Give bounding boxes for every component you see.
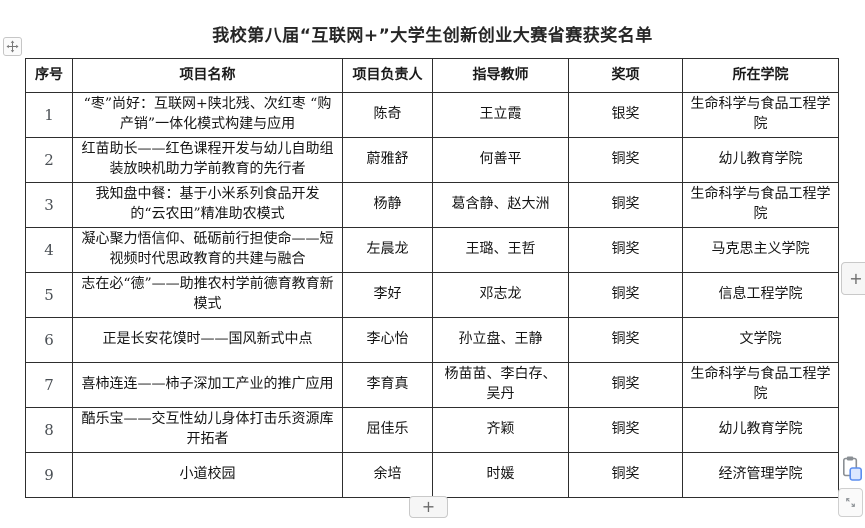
cell-project-name[interactable]: “枣”尚好：互联网+陕北残、次红枣 “购产销”一体化模式构建与应用 [72,92,343,138]
cell-teachers[interactable]: 王立霞 [432,92,569,138]
awards-table-body: 1 “枣”尚好：互联网+陕北残、次红枣 “购产销”一体化模式构建与应用 陈奇 王立霞银… [25,92,839,498]
cell-serial[interactable]: 4 [25,227,73,273]
cell-college[interactable]: 经济管理学院 [682,452,839,498]
cell-leader[interactable]: 陈奇 [342,92,433,138]
table-resize-handle[interactable] [838,488,863,517]
cell-teachers[interactable]: 邓志龙 [432,272,569,318]
table-move-handle[interactable] [3,37,22,56]
table-row: 7 喜柿连连——柿子深加工产业的推广应用 李育真 杨苗苗、李白存、吴丹 铜奖 生命科学与食… [25,362,839,408]
table-row: 8 酷乐宝——交互性幼儿身体打击乐资源库开拓者 屈佳乐 齐颖 铜奖 幼儿教育学院 [25,407,839,453]
cell-college[interactable]: 幼儿教育学院 [682,407,839,453]
table-row: 4 凝心聚力悟信仰、砥砺前行担使命——短视频时代思政教育的共建与融合 左晨龙 王璐、王… [25,227,839,273]
cell-project-name[interactable]: 小道校园 [72,452,343,498]
cell-leader[interactable]: 李好 [342,272,433,318]
cell-project-name[interactable]: 志在必“德”——助推农村学前德育教育新模式 [72,272,343,318]
add-column-button[interactable]: + [841,262,865,295]
cell-serial[interactable]: 5 [25,272,73,318]
header-leader[interactable]: 项目负责人 [342,58,433,93]
header-project-name[interactable]: 项目名称 [72,58,343,93]
cell-college[interactable]: 生命科学与食品工程学院 [682,182,839,228]
paste-options-button[interactable] [842,454,864,482]
cell-college[interactable]: 文学院 [682,317,839,363]
header-college[interactable]: 所在学院 [682,58,839,93]
add-row-button[interactable]: + [409,496,448,518]
cell-award[interactable]: 铜奖 [568,227,683,273]
cell-leader[interactable]: 屈佳乐 [342,407,433,453]
cell-leader[interactable]: 李育真 [342,362,433,408]
cell-serial[interactable]: 1 [25,92,73,138]
cell-serial[interactable]: 3 [25,182,73,228]
cell-college[interactable]: 马克思主义学院 [682,227,839,273]
cell-award[interactable]: 铜奖 [568,182,683,228]
cell-college[interactable]: 信息工程学院 [682,272,839,318]
cell-leader[interactable]: 杨静 [342,182,433,228]
cell-teachers[interactable]: 齐颖 [432,407,569,453]
cell-project-name[interactable]: 我知盘中餐：基于小米系列食品开发的“云农田”精准助农模式 [72,182,343,228]
cell-college[interactable]: 生命科学与食品工程学院 [682,362,839,408]
table-row: 2 红苗助长——红色课程开发与幼儿自助组装放映机助力学前教育的先行者 蔚雅舒 何善平铜… [25,137,839,183]
cell-teachers[interactable]: 杨苗苗、李白存、吴丹 [432,362,569,408]
cell-teachers[interactable]: 时媛 [432,452,569,498]
table-row: 9 小道校园 余培 时媛 铜奖 经济管理学院 [25,452,839,498]
cell-leader[interactable]: 蔚雅舒 [342,137,433,183]
cell-serial[interactable]: 6 [25,317,73,363]
add-column-label: + [849,268,863,288]
table-row: 1 “枣”尚好：互联网+陕北残、次红枣 “购产销”一体化模式构建与应用 陈奇 王立霞银… [25,92,839,138]
cell-project-name[interactable]: 凝心聚力悟信仰、砥砺前行担使命——短视频时代思政教育的共建与融合 [72,227,343,273]
cell-project-name[interactable]: 正是长安花馍时——国风新式中点 [72,317,343,363]
header-row: 序号 项目名称 项目负责人 指导教师 奖项 所在学院 [25,58,839,93]
cell-serial[interactable]: 8 [25,407,73,453]
cell-college[interactable]: 幼儿教育学院 [682,137,839,183]
table-row: 6 正是长安花馍时——国风新式中点 李心怡 孙立盘、王静 铜奖 文学院 [25,317,839,363]
cell-award[interactable]: 铜奖 [568,137,683,183]
paste-options-icon [842,455,864,482]
add-row-label: + [421,497,436,516]
cell-serial[interactable]: 7 [25,362,73,408]
cell-award[interactable]: 铜奖 [568,317,683,363]
table-row: 5 志在必“德”——助推农村学前德育教育新模式 李好 邓志龙 铜奖 信息工程学院 [25,272,839,318]
cell-award[interactable]: 铜奖 [568,272,683,318]
cell-leader[interactable]: 李心怡 [342,317,433,363]
resize-handle-icon [844,496,857,509]
cell-award[interactable]: 银奖 [568,92,683,138]
cell-leader[interactable]: 余培 [342,452,433,498]
cell-serial[interactable]: 9 [25,452,73,498]
cell-award[interactable]: 铜奖 [568,362,683,408]
cell-award[interactable]: 铜奖 [568,407,683,453]
awards-table: 序号 项目名称 项目负责人 指导教师 奖项 所在学院 1 “枣”尚好：互联网+陕北… [25,58,839,498]
header-award[interactable]: 奖项 [568,58,683,93]
header-serial[interactable]: 序号 [25,58,73,93]
cell-teachers[interactable]: 孙立盘、王静 [432,317,569,363]
cell-award[interactable]: 铜奖 [568,452,683,498]
cell-teachers[interactable]: 葛含静、赵大洲 [432,182,569,228]
cell-teachers[interactable]: 王璐、王哲 [432,227,569,273]
cell-serial[interactable]: 2 [25,137,73,183]
cell-college[interactable]: 生命科学与食品工程学院 [682,92,839,138]
page-title: 我校第八届“互联网+”大学生创新创业大赛省赛获奖名单 [212,26,653,46]
cell-leader[interactable]: 左晨龙 [342,227,433,273]
table-row: 3 我知盘中餐：基于小米系列食品开发的“云农田”精准助农模式 杨静 葛含静、赵大洲 铜奖… [25,182,839,228]
header-teachers[interactable]: 指导教师 [432,58,569,93]
cell-project-name[interactable]: 喜柿连连——柿子深加工产业的推广应用 [72,362,343,408]
cell-project-name[interactable]: 红苗助长——红色课程开发与幼儿自助组装放映机助力学前教育的先行者 [72,137,343,183]
move-icon [6,40,19,53]
cell-teachers[interactable]: 何善平 [432,137,569,183]
cell-project-name[interactable]: 酷乐宝——交互性幼儿身体打击乐资源库开拓者 [72,407,343,453]
